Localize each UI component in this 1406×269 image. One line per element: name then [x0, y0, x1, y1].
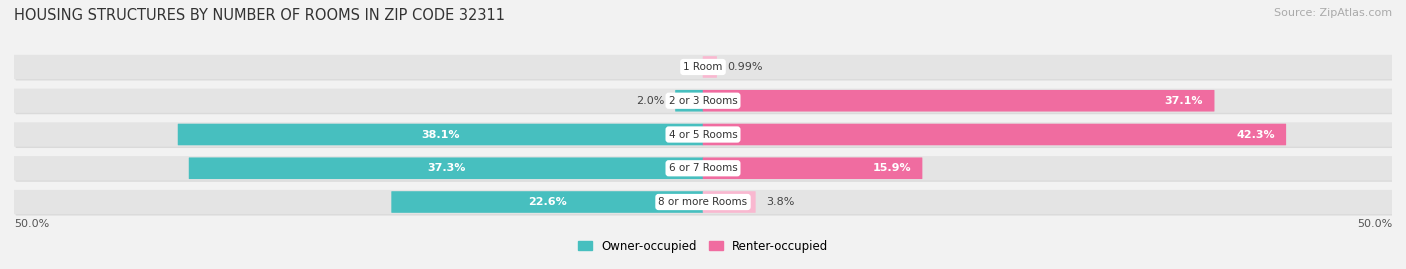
FancyBboxPatch shape: [14, 89, 1392, 113]
Text: 1 Room: 1 Room: [683, 62, 723, 72]
FancyBboxPatch shape: [15, 90, 1395, 114]
Text: 37.3%: 37.3%: [427, 163, 465, 173]
Text: HOUSING STRUCTURES BY NUMBER OF ROOMS IN ZIP CODE 32311: HOUSING STRUCTURES BY NUMBER OF ROOMS IN…: [14, 8, 505, 23]
Text: 2 or 3 Rooms: 2 or 3 Rooms: [669, 96, 737, 106]
FancyBboxPatch shape: [15, 124, 1395, 148]
FancyBboxPatch shape: [14, 122, 1392, 147]
FancyBboxPatch shape: [15, 56, 1395, 80]
FancyBboxPatch shape: [675, 90, 703, 112]
Text: Source: ZipAtlas.com: Source: ZipAtlas.com: [1274, 8, 1392, 18]
FancyBboxPatch shape: [703, 157, 922, 179]
Text: 37.1%: 37.1%: [1164, 96, 1204, 106]
Text: 42.3%: 42.3%: [1236, 129, 1275, 140]
Text: 0.99%: 0.99%: [728, 62, 763, 72]
Text: 4 or 5 Rooms: 4 or 5 Rooms: [669, 129, 737, 140]
FancyBboxPatch shape: [15, 157, 1395, 182]
FancyBboxPatch shape: [703, 56, 717, 78]
Legend: Owner-occupied, Renter-occupied: Owner-occupied, Renter-occupied: [578, 240, 828, 253]
FancyBboxPatch shape: [703, 191, 755, 213]
Text: 6 or 7 Rooms: 6 or 7 Rooms: [669, 163, 737, 173]
FancyBboxPatch shape: [177, 124, 703, 145]
Text: 38.1%: 38.1%: [422, 129, 460, 140]
Text: 50.0%: 50.0%: [14, 219, 49, 229]
FancyBboxPatch shape: [188, 157, 703, 179]
FancyBboxPatch shape: [14, 190, 1392, 214]
Text: 22.6%: 22.6%: [527, 197, 567, 207]
FancyBboxPatch shape: [15, 191, 1395, 215]
Text: 15.9%: 15.9%: [873, 163, 911, 173]
Text: 50.0%: 50.0%: [1357, 219, 1392, 229]
FancyBboxPatch shape: [703, 90, 1215, 112]
Text: 2.0%: 2.0%: [636, 96, 665, 106]
Text: 3.8%: 3.8%: [766, 197, 794, 207]
FancyBboxPatch shape: [14, 55, 1392, 79]
Text: 8 or more Rooms: 8 or more Rooms: [658, 197, 748, 207]
FancyBboxPatch shape: [703, 124, 1286, 145]
FancyBboxPatch shape: [14, 156, 1392, 180]
FancyBboxPatch shape: [391, 191, 703, 213]
